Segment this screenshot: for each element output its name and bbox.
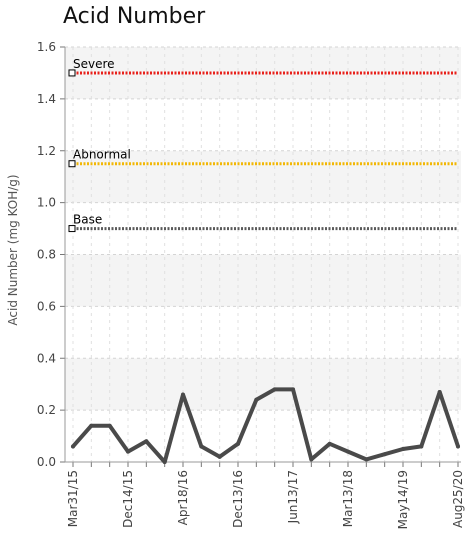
reference-label: Severe [73,57,115,71]
reference-lines: Severe Abnormal Base [68,57,458,233]
grid-lines [65,46,461,463]
plot-band [65,98,461,151]
data-point [181,392,185,397]
y-tick-label: 1.4 [37,92,56,106]
y-tick-label: 0.0 [37,455,56,469]
plot-band [65,254,461,307]
data-point [89,423,94,428]
x-tick-label: Mar31/15 [66,470,80,527]
x-tick-label: Aug25/20 [451,470,465,528]
plot-band [65,150,461,203]
x-tick-label: Dec14/15 [121,470,135,528]
reference-label: Base [73,213,102,227]
data-point [199,444,204,449]
reference-label: Abnormal [73,148,131,162]
data-point [254,397,259,402]
chart-title: Acid Number [63,4,206,29]
data-point [236,441,240,446]
y-tick-label: 0.8 [37,248,56,262]
data-series [71,387,460,464]
y-tick-label: 1.6 [37,40,56,54]
y-tick-label: 1.2 [37,144,56,158]
data-point [309,457,314,462]
x-tick-label: May14/19 [396,470,410,529]
plot-band [65,358,461,411]
y-tick-label: 0.2 [37,403,56,417]
data-point [364,457,369,462]
data-point [401,447,405,452]
x-tick-label: Dec13/16 [231,470,245,528]
y-tick-labels: 0.0 0.2 0.4 0.6 0.8 1.0 1.2 1.4 1.6 [37,40,56,469]
data-point [107,423,112,428]
axes [60,46,461,467]
reference-marker [68,69,76,77]
data-point [144,439,149,444]
y-tick-label: 0.6 [37,299,56,313]
x-tick-label: Jun13/17 [286,470,300,524]
x-tick-label: Apr18/16 [176,470,190,525]
data-point [327,441,332,446]
y-axis-title: Acid Number (mg KOH/g) [6,174,20,325]
y-tick-label: 1.0 [37,196,56,210]
plot-band [65,410,461,462]
y-tick-label: 0.4 [37,351,56,365]
series-line [71,387,460,464]
x-tick-labels: Mar31/15 Dec14/15 Apr18/16 Dec13/16 Jun13/17… [66,470,465,529]
data-point [217,454,222,459]
reference-marker [68,225,76,233]
data-point [162,460,167,464]
data-point [437,389,442,394]
data-point [346,449,350,454]
reference-marker [68,160,76,168]
plot-band [65,306,461,359]
data-point [126,449,130,454]
x-tick-label: Mar13/18 [341,470,355,527]
data-point [291,387,295,392]
data-point [71,444,75,449]
data-point [456,444,460,449]
data-point [382,452,387,457]
data-point [419,444,424,449]
data-point [272,387,277,392]
